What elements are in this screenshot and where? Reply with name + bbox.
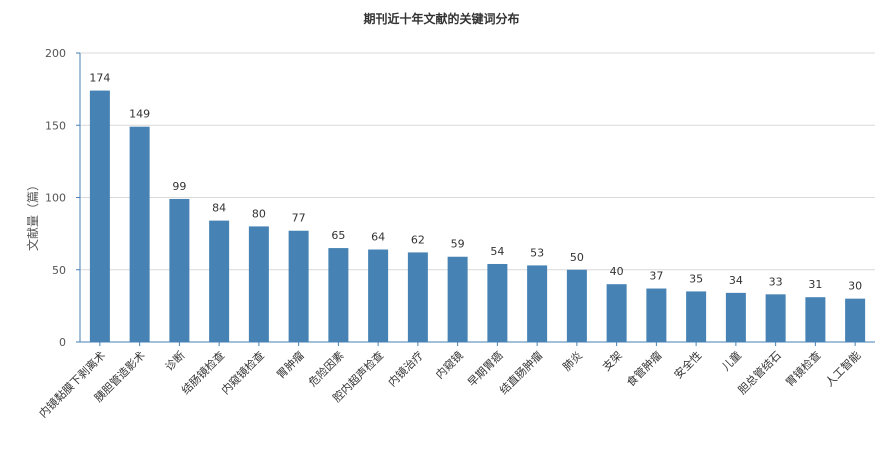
y-tick-label: 200 — [45, 47, 66, 60]
data-label: 174 — [89, 72, 110, 85]
x-tick-label: 儿童 — [719, 348, 744, 373]
bar — [248, 226, 269, 342]
y-tick-label: 150 — [45, 119, 66, 132]
data-label: 99 — [172, 180, 186, 193]
bar — [407, 252, 428, 342]
bar — [487, 263, 508, 342]
bar — [606, 284, 627, 342]
bars — [89, 90, 866, 342]
data-label: 31 — [808, 278, 822, 291]
x-tick-label: 内镜黏膜下剥离术 — [36, 348, 108, 420]
bar — [686, 291, 707, 342]
bar — [288, 230, 309, 342]
axes — [76, 52, 875, 346]
y-tick-label: 0 — [59, 336, 66, 349]
bar — [169, 198, 190, 342]
data-label: 30 — [848, 280, 862, 293]
bar — [527, 265, 548, 342]
x-tick-label: 内窥镜 — [433, 348, 466, 381]
data-label: 65 — [331, 229, 345, 242]
x-tick-label: 危险因素 — [305, 348, 346, 389]
data-label: 50 — [570, 251, 584, 264]
data-label: 33 — [769, 275, 783, 288]
x-tick-label: 内窥镜检查 — [218, 348, 267, 397]
bar — [129, 126, 150, 342]
data-label: 149 — [129, 108, 150, 121]
data-label: 40 — [610, 265, 624, 278]
labels: 050100150200174内镜黏膜下剥离术149胰胆管造影术99诊断84结肠… — [36, 47, 863, 420]
y-axis-label: 文献量（篇） — [25, 179, 40, 251]
x-tick-label: 诊断 — [162, 348, 187, 373]
x-tick-label: 结直肠肿瘤 — [496, 348, 545, 397]
x-tick-label: 支架 — [600, 349, 625, 374]
x-tick-label: 胃镜检查 — [782, 348, 823, 389]
x-tick-label: 早期胃癌 — [464, 348, 505, 389]
bar — [328, 248, 349, 342]
bar — [725, 292, 746, 342]
data-label: 54 — [490, 245, 504, 258]
bar — [368, 249, 389, 342]
x-tick-label: 肺炎 — [560, 349, 585, 374]
data-label: 35 — [689, 272, 703, 285]
chart-title: 期刊近十年文献的关键词分布 — [363, 12, 520, 26]
bar — [447, 256, 468, 342]
data-label: 77 — [292, 212, 306, 225]
y-tick-label: 100 — [45, 192, 66, 205]
y-tick-label: 50 — [52, 264, 66, 277]
data-label: 64 — [371, 231, 385, 244]
bar — [209, 220, 230, 342]
data-label: 37 — [649, 270, 663, 283]
data-label: 53 — [530, 246, 544, 259]
bar — [566, 269, 587, 342]
bar — [765, 294, 786, 342]
data-label: 59 — [451, 238, 465, 251]
data-label: 62 — [411, 233, 425, 246]
data-label: 84 — [212, 202, 226, 215]
x-tick-label: 胆总管结石 — [735, 348, 784, 397]
x-tick-label: 人工智能 — [822, 348, 863, 389]
data-label: 34 — [729, 274, 743, 287]
x-tick-label: 胃肿瘤 — [274, 348, 307, 381]
bar — [805, 297, 826, 342]
x-tick-label: 内镜治疗 — [385, 348, 426, 389]
x-tick-label: 安全性 — [671, 348, 704, 381]
bar — [89, 90, 110, 342]
bar — [646, 288, 667, 342]
data-label: 80 — [252, 207, 266, 220]
x-tick-label: 食管肿瘤 — [623, 348, 664, 389]
bar — [845, 298, 866, 342]
grid-lines — [80, 52, 875, 271]
